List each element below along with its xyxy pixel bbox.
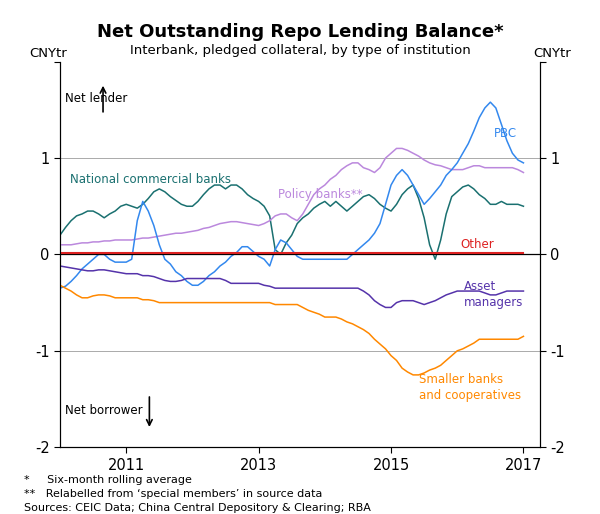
Text: Net Outstanding Repo Lending Balance*: Net Outstanding Repo Lending Balance* (97, 23, 503, 41)
Text: Smaller banks
and cooperatives: Smaller banks and cooperatives (419, 373, 521, 402)
Text: National commercial banks: National commercial banks (70, 173, 231, 186)
Text: Policy banks**: Policy banks** (278, 188, 363, 201)
Text: Interbank, pledged collateral, by type of institution: Interbank, pledged collateral, by type o… (130, 44, 470, 57)
Text: CNYtr: CNYtr (29, 47, 67, 60)
Text: Asset
managers: Asset managers (464, 281, 523, 309)
Text: CNYtr: CNYtr (533, 47, 571, 60)
Text: Sources: CEIC Data; China Central Depository & Clearing; RBA: Sources: CEIC Data; China Central Deposi… (24, 503, 371, 513)
Text: **   Relabelled from ‘special members’ in source data: ** Relabelled from ‘special members’ in … (24, 489, 322, 499)
Text: PBC: PBC (494, 127, 517, 140)
Text: Net lender: Net lender (65, 92, 128, 105)
Text: *     Six-month rolling average: * Six-month rolling average (24, 475, 192, 485)
Text: Other: Other (461, 238, 494, 251)
Text: Net borrower: Net borrower (65, 404, 143, 417)
